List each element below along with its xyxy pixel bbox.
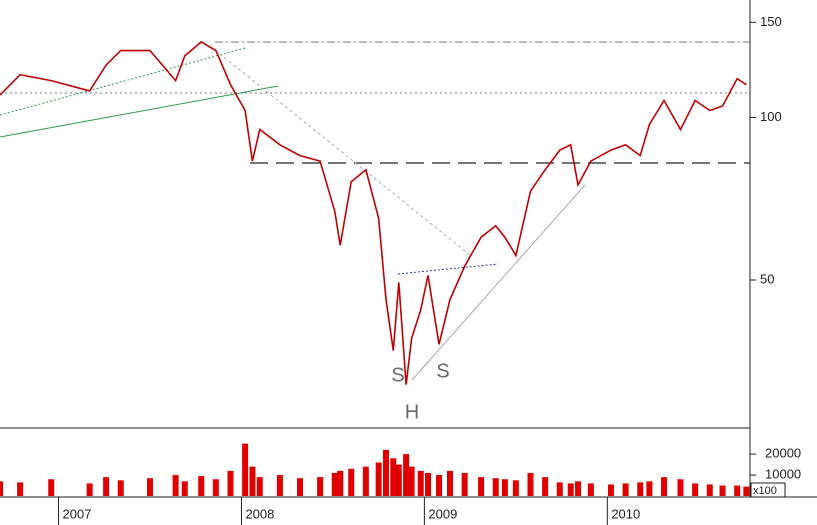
volume-bar	[147, 478, 153, 496]
neckline	[397, 263, 499, 275]
x-tick-label: 2007	[63, 506, 92, 521]
volume-bar	[706, 484, 713, 496]
x-tick-label: 2008	[245, 506, 274, 521]
volume-bar	[637, 482, 644, 496]
volume-bar	[556, 482, 563, 496]
volume-bar	[117, 480, 124, 496]
y-tick-label: 150	[760, 14, 782, 29]
volume-bar	[501, 479, 508, 496]
volume-bar	[492, 478, 499, 496]
volume-bar	[375, 462, 382, 496]
volume-bar	[103, 477, 110, 496]
volume-bar	[447, 470, 453, 496]
volume-bar	[719, 485, 726, 496]
y-tick-label: 20000	[765, 446, 801, 461]
volume-bar	[575, 481, 582, 496]
volume-bar	[692, 483, 699, 496]
x-tick-label: 2010	[611, 506, 640, 521]
annotation: S	[436, 360, 449, 382]
annotation: S	[391, 364, 404, 386]
y-tick-label: 50	[760, 271, 774, 286]
volume-bar	[403, 454, 410, 496]
y-tick-label: 10000	[765, 466, 801, 481]
volume-bar	[395, 464, 402, 496]
unit-label: x100	[753, 485, 777, 497]
volume-bar	[425, 472, 432, 496]
volume-bar	[86, 483, 93, 496]
volume-bar	[0, 481, 3, 496]
volume-bar	[542, 477, 549, 496]
volume-bar	[461, 472, 468, 496]
trend-line	[0, 85, 279, 138]
trend-line	[214, 49, 471, 256]
volume-bar	[17, 482, 24, 496]
volume-bar	[256, 477, 263, 496]
volume-bar	[348, 468, 355, 496]
volume-bar	[172, 475, 179, 496]
volume-bar	[677, 479, 684, 496]
volume-bar	[417, 470, 424, 496]
volume-bar	[331, 472, 338, 496]
volume-bar	[734, 485, 741, 496]
volume-bar	[390, 458, 397, 496]
volume-bar	[743, 486, 750, 496]
volume-bar	[478, 477, 485, 496]
volume-bar	[276, 475, 283, 496]
volume-bar	[436, 475, 443, 496]
volume-bar	[622, 483, 629, 496]
y-tick-label: 100	[760, 109, 782, 124]
volume-bar	[48, 479, 55, 496]
volume-bar	[567, 483, 574, 496]
volume-bar	[297, 478, 303, 496]
volume-bar	[337, 470, 344, 496]
volume-bar	[527, 472, 534, 496]
volume-bar	[382, 449, 389, 496]
volume-bar	[198, 476, 205, 496]
price-line	[0, 40, 747, 385]
trend-line	[411, 184, 586, 381]
volume-bar	[362, 466, 369, 496]
volume-bar	[661, 477, 668, 496]
volume-bar	[646, 481, 653, 496]
annotation: H	[405, 401, 419, 423]
volume-bar	[181, 481, 188, 496]
volume-bar	[587, 483, 594, 496]
volume-bar	[212, 479, 219, 496]
x-tick-label: 2009	[428, 506, 457, 521]
volume-bar	[242, 443, 249, 496]
volume-bar	[607, 484, 614, 496]
unit-box	[750, 482, 786, 498]
volume-bar	[408, 466, 415, 496]
volume-bar	[227, 470, 234, 496]
volume-bar	[249, 466, 256, 496]
volume-bar	[317, 477, 324, 496]
volume-bar	[512, 480, 519, 496]
